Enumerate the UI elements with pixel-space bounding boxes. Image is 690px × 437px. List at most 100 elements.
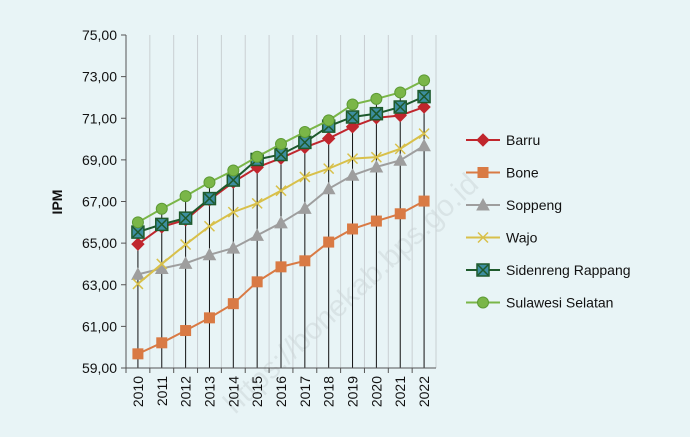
data-point-stroke <box>203 220 215 232</box>
data-point <box>347 223 359 235</box>
data-point-stroke <box>370 108 382 120</box>
y-tick-label: 65,00 <box>82 235 117 251</box>
data-point <box>154 261 169 275</box>
data-point-stroke <box>299 171 311 183</box>
legend-entry: Soppeng <box>466 197 562 213</box>
x-tick-label: 2022 <box>416 376 432 407</box>
data-point <box>322 114 335 127</box>
data-point-stroke <box>477 231 489 244</box>
x-tick-label: 2015 <box>249 376 265 407</box>
data-point <box>476 197 490 211</box>
data-point <box>275 138 287 151</box>
data-point <box>369 106 384 121</box>
data-point-stroke <box>251 197 263 209</box>
data-point <box>299 255 311 267</box>
data-point <box>477 296 489 309</box>
data-point <box>345 168 360 181</box>
series-soppeng <box>131 138 431 280</box>
data-point <box>418 128 430 140</box>
data-point <box>394 86 407 99</box>
data-point <box>156 337 168 349</box>
data-point <box>369 159 384 173</box>
data-point <box>370 151 382 163</box>
data-point <box>251 197 263 209</box>
legend-entry: Wajo <box>466 230 538 246</box>
data-point-stroke <box>418 91 430 103</box>
data-point-stroke <box>227 206 239 218</box>
data-point-stroke <box>370 151 382 163</box>
legend-label: Barru <box>506 132 540 148</box>
data-point <box>132 278 144 290</box>
data-point <box>393 100 407 114</box>
data-point-stroke <box>227 174 239 186</box>
x-tick-label: 2019 <box>345 376 361 407</box>
data-point <box>346 98 359 111</box>
x-tick-label: 2016 <box>273 376 289 407</box>
data-point <box>178 211 193 225</box>
data-point <box>131 237 145 251</box>
data-point <box>323 163 335 175</box>
data-point <box>418 74 431 87</box>
data-point <box>275 261 287 273</box>
legend-label: Bone <box>506 165 539 181</box>
data-point-stroke <box>347 111 359 123</box>
data-point <box>251 150 264 163</box>
data-point <box>298 125 311 138</box>
series-sulawesi-selatan <box>131 74 431 229</box>
data-point <box>203 312 215 324</box>
data-point <box>394 143 406 155</box>
y-tick-label: 59,00 <box>82 360 117 376</box>
legend-entry: Barru <box>466 132 540 148</box>
data-point-stroke <box>347 153 359 165</box>
data-point <box>274 215 288 229</box>
legend-label: Soppeng <box>506 197 562 213</box>
series-lines <box>131 74 431 360</box>
data-point <box>476 263 490 277</box>
data-point <box>155 217 169 232</box>
data-point-stroke <box>275 185 287 197</box>
data-point <box>321 181 336 195</box>
data-point <box>345 110 360 124</box>
data-point <box>178 256 193 269</box>
data-point <box>180 239 192 251</box>
legend-label: Sulawesi Selatan <box>506 295 613 311</box>
data-point-stroke <box>156 258 168 270</box>
x-tick-label: 2021 <box>392 376 408 407</box>
data-point <box>131 216 144 229</box>
x-tick-label: 2017 <box>297 376 313 407</box>
data-point <box>299 171 311 183</box>
x-tick-label: 2011 <box>154 376 170 406</box>
data-point-stroke <box>132 226 144 238</box>
x-tick-label: 2012 <box>178 376 194 407</box>
data-point-stroke <box>477 264 489 276</box>
data-point <box>274 147 288 162</box>
legend-label: Wajo <box>506 230 538 246</box>
y-tick-label: 75,00 <box>82 27 117 43</box>
data-point <box>370 215 382 227</box>
y-tick-label: 61,00 <box>82 318 117 334</box>
data-point <box>202 247 217 261</box>
data-point <box>298 135 312 150</box>
data-point <box>251 276 263 288</box>
data-point <box>477 167 489 178</box>
y-tick-label: 67,00 <box>82 194 117 210</box>
data-point <box>477 231 489 244</box>
x-tick-label: 2013 <box>201 376 217 407</box>
y-tick-label: 73,00 <box>82 69 117 85</box>
data-point <box>393 153 408 166</box>
data-point-stroke <box>132 278 144 290</box>
data-point <box>394 208 406 220</box>
data-point <box>203 220 215 232</box>
data-point <box>417 138 431 152</box>
data-point <box>298 201 312 214</box>
data-point-stroke <box>180 212 192 224</box>
data-point <box>155 202 168 215</box>
series-sidenreng-rappang <box>131 89 431 239</box>
data-point <box>321 131 336 146</box>
y-tick-label: 69,00 <box>82 152 117 168</box>
data-point-stroke <box>418 128 430 140</box>
y-tick-label: 63,00 <box>82 277 117 293</box>
x-tick-label: 2018 <box>321 376 337 407</box>
data-point <box>227 164 240 177</box>
